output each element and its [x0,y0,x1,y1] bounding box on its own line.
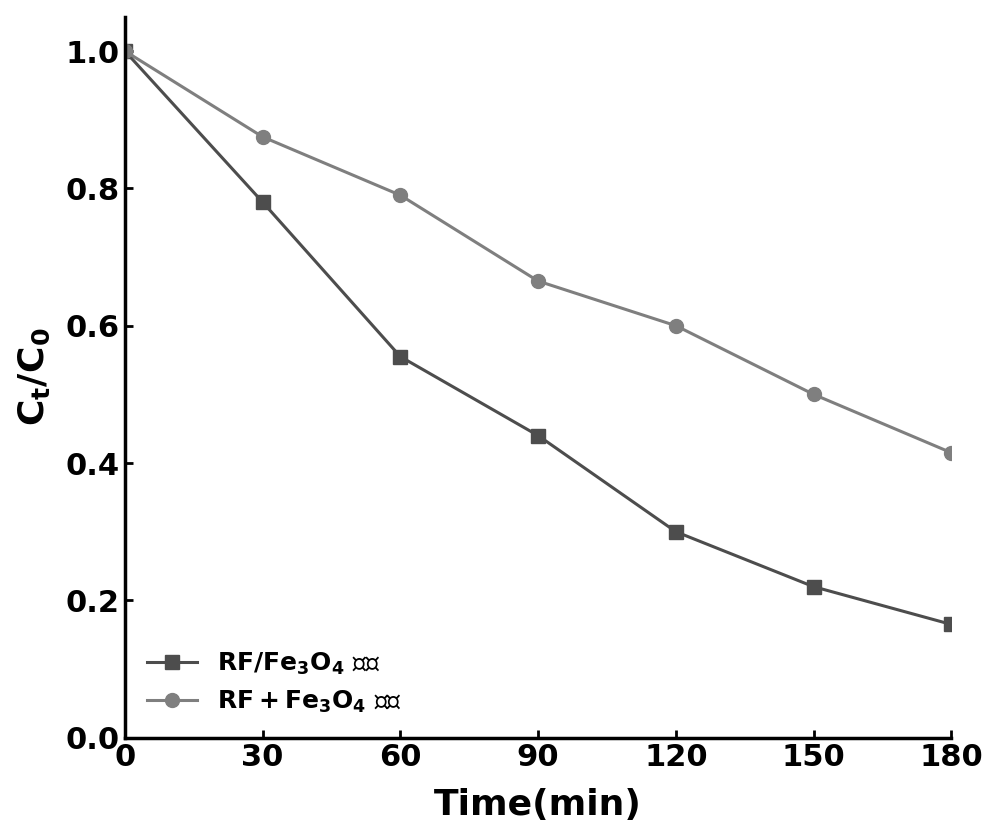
X-axis label: Time(min): Time(min) [434,789,642,822]
Y-axis label: $\mathbf{C_t/C_0}$: $\mathbf{C_t/C_0}$ [17,328,52,426]
Legend: $\mathbf{RF/Fe_3O_4}$ 复合, $\mathbf{RF+Fe_3O_4}$ 混合: $\mathbf{RF/Fe_3O_4}$ 复合, $\mathbf{RF+Fe… [137,640,412,725]
